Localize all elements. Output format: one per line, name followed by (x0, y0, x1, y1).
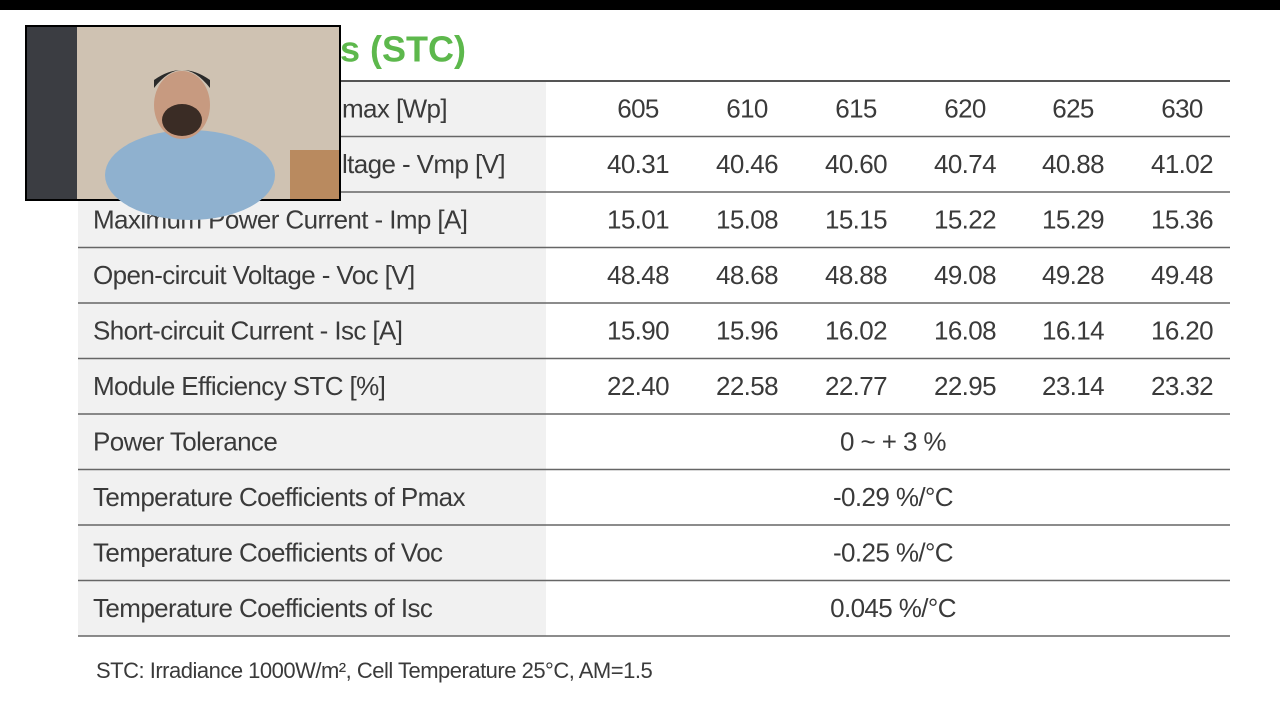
cell-value: 22.95 (934, 371, 996, 401)
cell-value: -0.25 %/°C (833, 538, 953, 568)
cell-value: 15.22 (934, 205, 996, 235)
row-label: Open-circuit Voltage - Voc [V] (93, 260, 415, 290)
row-label: Short-circuit Current - Isc [A] (93, 316, 402, 346)
row-label: Module Efficiency STC [%] (93, 371, 385, 401)
cell-value: 40.74 (934, 149, 996, 179)
row-label: ltage - Vmp [V] (342, 149, 505, 179)
row-label: max [Wp] (342, 94, 447, 124)
cell-value: 610 (726, 94, 768, 124)
cell-value: 41.02 (1151, 149, 1213, 179)
footnote: STC: Irradiance 1000W/m², Cell Temperatu… (96, 658, 652, 683)
top-bar (0, 0, 1280, 10)
cell-value: 625 (1052, 94, 1094, 124)
cell-value: 15.15 (825, 205, 887, 235)
cell-value: -0.29 %/°C (833, 482, 953, 512)
row-label: Temperature Coefficients of Voc (93, 538, 443, 568)
cell-value: 40.60 (825, 149, 887, 179)
cell-value: 615 (835, 94, 877, 124)
cell-value: 16.14 (1042, 316, 1104, 346)
cell-value: 605 (617, 94, 659, 124)
row-label: Temperature Coefficients of Pmax (93, 482, 466, 512)
section-title: s (STC) (340, 29, 466, 70)
cell-value: 15.96 (716, 316, 778, 346)
cell-value: 48.88 (825, 260, 887, 290)
cell-value: 40.88 (1042, 149, 1104, 179)
cell-value: 49.08 (934, 260, 996, 290)
cell-value: 630 (1161, 94, 1203, 124)
cell-value: 48.68 (716, 260, 778, 290)
cell-value: 0.045 %/°C (830, 593, 956, 623)
cell-value: 15.36 (1151, 205, 1213, 235)
cell-value: 15.08 (716, 205, 778, 235)
webcam-overlay (25, 25, 341, 220)
cell-value: 23.14 (1042, 371, 1104, 401)
cell-value: 23.32 (1151, 371, 1213, 401)
cell-value: 0 ~ + 3 % (840, 427, 946, 457)
cell-value: 22.40 (607, 371, 669, 401)
cell-value: 22.77 (825, 371, 887, 401)
cell-value: 48.48 (607, 260, 669, 290)
cell-value: 15.90 (607, 316, 669, 346)
cell-value: 15.29 (1042, 205, 1104, 235)
cell-value: 16.02 (825, 316, 887, 346)
cell-value: 15.01 (607, 205, 669, 235)
cell-value: 40.46 (716, 149, 778, 179)
cell-value: 40.31 (607, 149, 669, 179)
cell-value: 16.08 (934, 316, 996, 346)
row-label: Temperature Coefficients of Isc (93, 593, 433, 623)
cell-value: 49.48 (1151, 260, 1213, 290)
cell-value: 16.20 (1151, 316, 1213, 346)
cell-value: 49.28 (1042, 260, 1104, 290)
row-label: Power Tolerance (93, 427, 277, 457)
cell-value: 22.58 (716, 371, 778, 401)
cell-value: 620 (944, 94, 986, 124)
